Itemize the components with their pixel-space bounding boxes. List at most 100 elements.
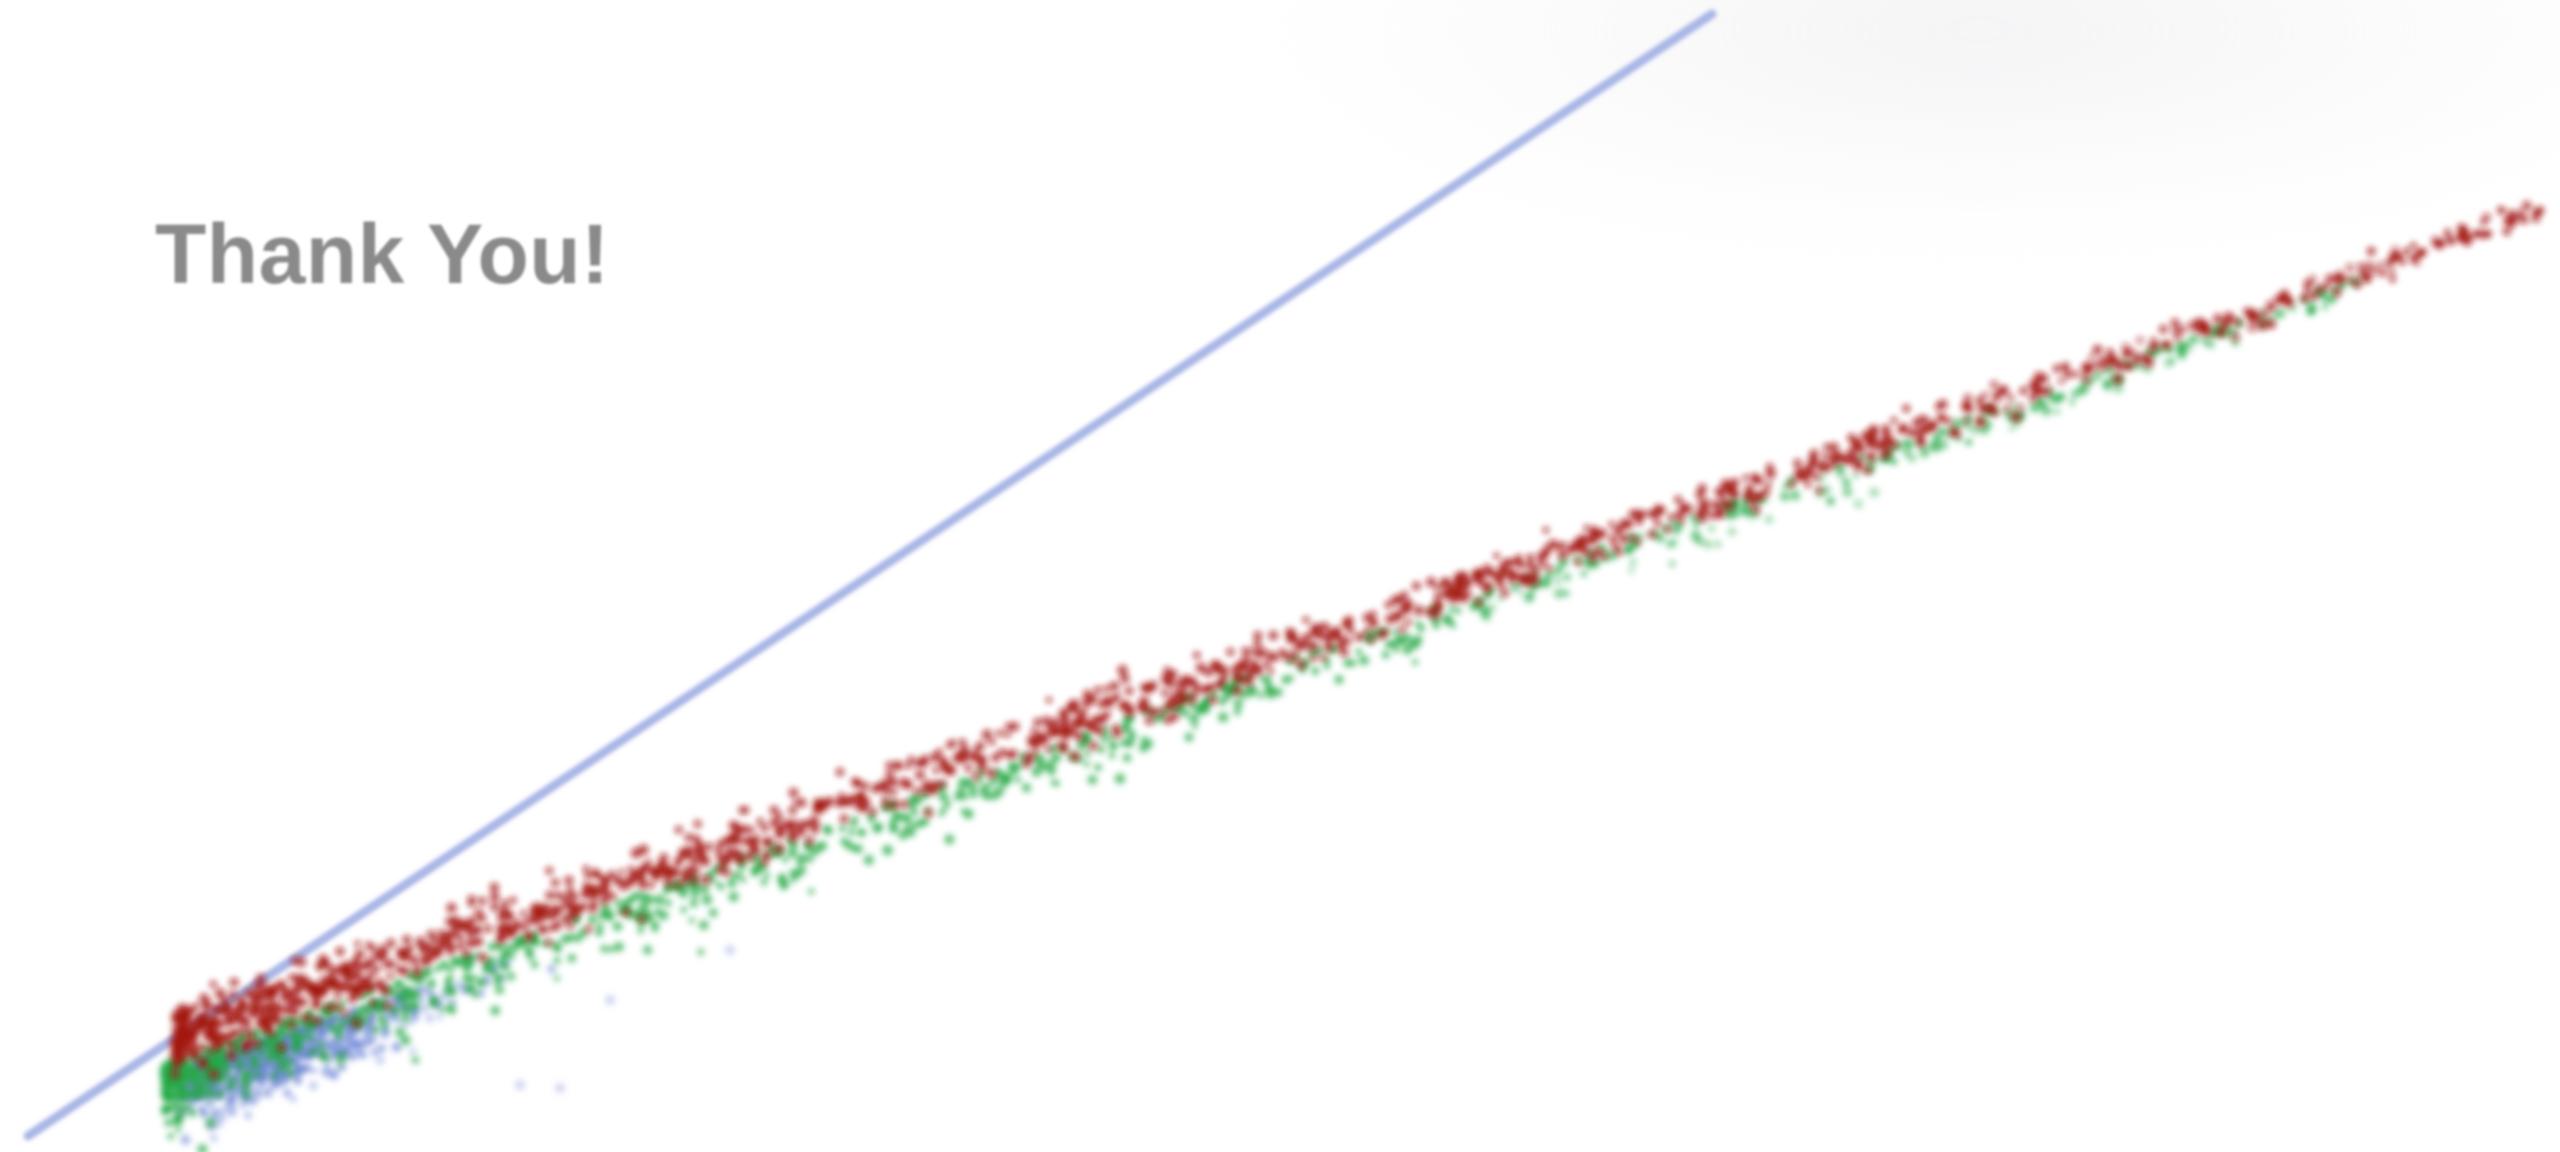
red-point [628,870,637,879]
green-point [505,942,512,950]
red-point [2260,308,2270,318]
green-point [1479,605,1490,616]
red-point [2121,342,2131,352]
red-point [840,797,847,805]
green-point [1355,648,1363,656]
red-point [2502,227,2512,236]
red-point [2497,206,2506,215]
green-point [371,1026,380,1034]
red-point [1434,584,1442,591]
red-point [188,1039,199,1051]
green-point [1358,655,1369,666]
red-point [245,1027,254,1036]
green-point [1562,572,1572,582]
red-point [1829,442,1839,453]
red-point [2092,344,2103,355]
red-point [386,972,394,980]
green-point [263,1039,271,1047]
green-point [394,1027,405,1037]
red-point [1674,510,1683,519]
red-point [1473,572,1483,581]
red-point [1164,700,1174,709]
red-point [209,980,217,988]
red-point [678,850,688,860]
red-point [2234,318,2242,327]
green-point [1688,513,1696,521]
red-point [207,1034,218,1044]
red-point [1566,546,1575,555]
red-point [477,896,487,906]
red-point [1701,506,1710,515]
red-point [1216,681,1225,690]
red-point-cloud [169,200,2545,1080]
green-point [760,878,768,886]
red-point [1241,646,1251,656]
green-point [439,960,450,971]
green-point [1264,684,1274,694]
red-point [1653,519,1662,528]
green-point [1443,615,1454,626]
red-point [660,863,672,874]
red-point [1124,709,1132,717]
green-point [1217,711,1229,723]
red-point [1030,727,1038,735]
red-point [170,1046,180,1055]
red-point [2148,342,2158,353]
red-point [178,1003,188,1013]
green-point [1273,687,1283,697]
green-point [1965,438,1973,446]
red-point [1118,702,1126,710]
red-point [731,834,742,846]
red-point [2531,213,2541,223]
red-point [739,824,750,835]
red-point [2216,327,2226,338]
blue-point [354,1047,365,1058]
green-point [2321,303,2329,311]
green-point [1010,763,1018,771]
red-point [1234,673,1245,684]
red-point [1945,417,1953,425]
red-point [1974,416,1986,427]
red-point [889,788,898,796]
red-point [1828,453,1837,462]
red-point [1446,586,1456,595]
red-point [673,881,681,889]
red-point [229,1052,237,1060]
red-point [262,1025,272,1035]
red-point [1545,564,1553,572]
red-point [269,1013,276,1020]
green-point [2199,334,2210,345]
red-point [223,1004,231,1011]
red-point [214,1039,225,1050]
red-point [2061,362,2070,371]
reference-line [23,9,1717,1141]
green-point [530,960,539,969]
green-point [1671,525,1682,535]
red-point [788,806,798,815]
red-point [442,940,450,948]
green-point [808,888,815,895]
blue-point [180,1134,191,1145]
green-point [613,899,622,907]
blue-point [292,1075,303,1085]
red-point [2079,371,2088,380]
red-point [568,901,578,911]
green-point [293,1043,303,1053]
red-point [208,1069,219,1080]
green-point [1217,696,1227,706]
red-point [2114,361,2125,372]
red-point [446,947,455,956]
red-point [561,913,573,925]
green-point [336,1059,344,1067]
green-point [1083,761,1091,768]
green-point [838,824,847,833]
blue-point [515,1080,525,1090]
red-point [1977,396,1985,404]
red-point [448,928,460,939]
red-point [1474,597,1483,607]
red-point [1821,452,1829,460]
green-point [500,949,510,960]
red-point [372,965,381,973]
green-point [1031,766,1042,778]
green-point [1184,732,1194,742]
